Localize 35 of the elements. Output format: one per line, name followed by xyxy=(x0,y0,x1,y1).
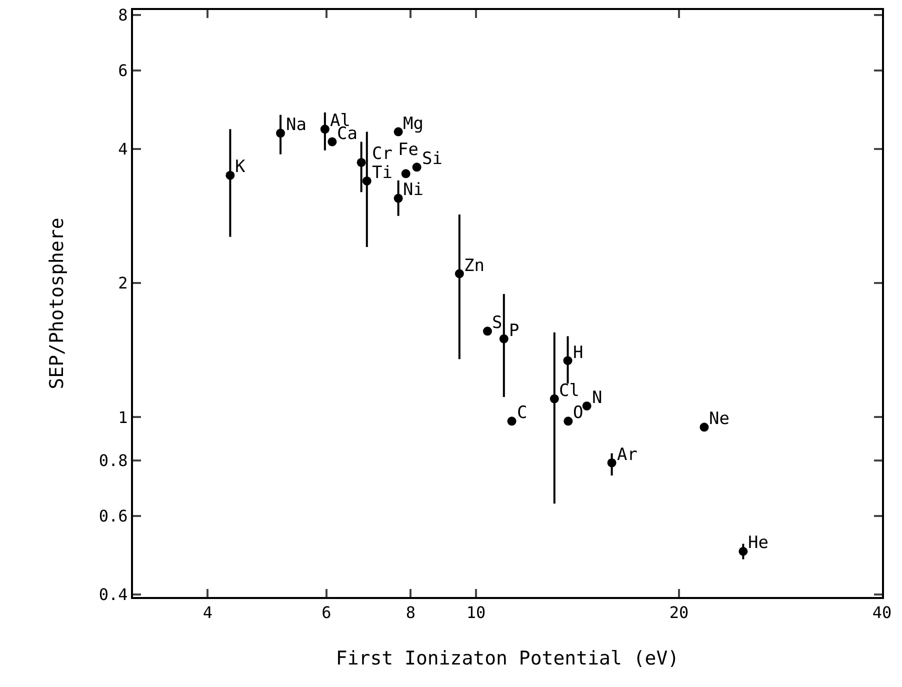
y-tick-label: 8 xyxy=(118,5,128,24)
annotation: N xyxy=(592,388,602,408)
annotation: He xyxy=(748,533,768,553)
y-tick-label: 4 xyxy=(118,140,128,159)
annotation: Cl xyxy=(559,381,580,401)
annotation: Zn xyxy=(464,256,484,276)
y-tick-label: 2 xyxy=(118,274,128,293)
y-tick-label: 6 xyxy=(118,61,128,80)
annotation: Cr xyxy=(372,144,392,164)
y-axis-title: SEP/Photosphere xyxy=(46,218,68,390)
annotation: O xyxy=(573,403,584,423)
annotation: Na xyxy=(286,115,306,135)
x-axis-title: First Ionizaton Potential (eV) xyxy=(336,648,680,670)
y-tick-label: 0.8 xyxy=(98,451,128,470)
annotation: C xyxy=(517,403,528,423)
annotation: H xyxy=(573,343,584,363)
annotation: Mg xyxy=(403,114,424,134)
x-tick-label: 6 xyxy=(322,603,332,622)
y-tick-label: 1 xyxy=(118,408,128,427)
annotation: Si xyxy=(422,149,442,169)
annotation: P xyxy=(509,321,520,341)
annotation: Fe xyxy=(398,140,418,160)
y-tick-label: 0.4 xyxy=(98,585,128,604)
annotation: Ni xyxy=(403,180,424,200)
x-tick-label: 8 xyxy=(406,603,416,622)
x-tick-label: 4 xyxy=(202,603,212,622)
x-tick-label: 40 xyxy=(872,603,892,622)
x-tick-label: 10 xyxy=(466,603,486,622)
annotation: Ne xyxy=(709,409,730,429)
annotation: Ti xyxy=(372,163,392,183)
y-tick-label: 0.6 xyxy=(98,506,128,526)
annotation: Ar xyxy=(617,445,638,465)
annotation: S xyxy=(492,313,502,333)
x-tick-label: 20 xyxy=(669,603,689,622)
annotation: K xyxy=(235,157,246,177)
